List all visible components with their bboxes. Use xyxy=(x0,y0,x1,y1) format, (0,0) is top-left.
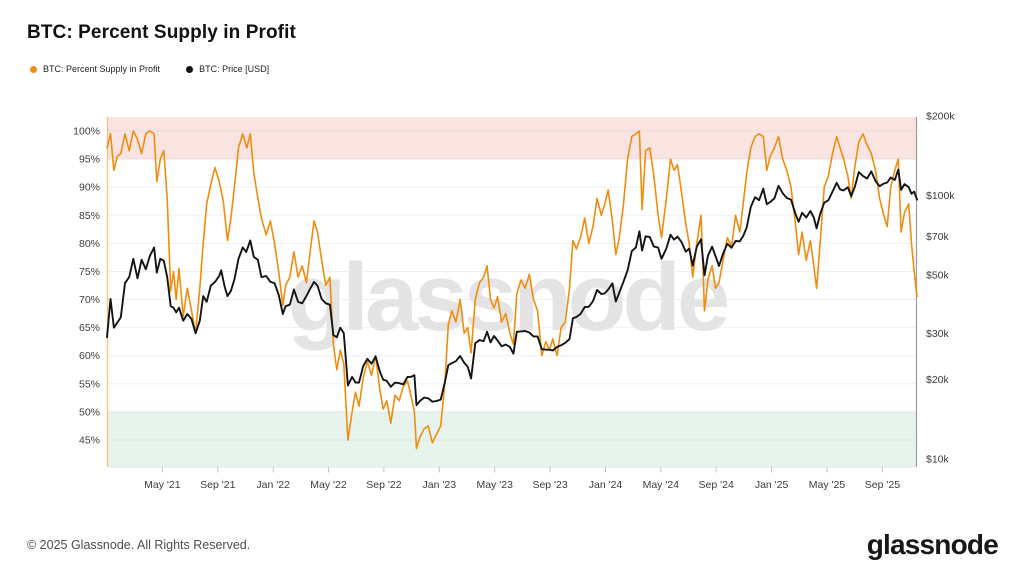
x-axis-label: Jan '23 xyxy=(423,479,457,491)
y-axis-right-label: $20k xyxy=(926,374,950,386)
legend-label-price: BTC: Price [USD] xyxy=(199,64,270,74)
x-axis-label: May '24 xyxy=(643,479,680,491)
x-axis-label: Sep '22 xyxy=(366,479,401,491)
y-axis-left-label: 80% xyxy=(79,238,100,250)
plot-area[interactable] xyxy=(107,117,917,467)
x-axis-label: Sep '25 xyxy=(865,479,900,491)
legend-dot-black-icon xyxy=(186,65,194,73)
y-axis-left-label: 50% xyxy=(79,406,100,418)
bottom-threshold-band xyxy=(107,411,917,467)
x-axis-label: Sep '23 xyxy=(532,479,567,491)
y-axis-left-label: 70% xyxy=(79,294,100,306)
legend-item-supply-in-profit[interactable]: BTC: Percent Supply in Profit xyxy=(30,64,160,74)
glassnode-logo[interactable]: glassnode xyxy=(866,529,999,560)
x-axis-label: May '22 xyxy=(310,479,347,491)
legend-label-supply-in-profit: BTC: Percent Supply in Profit xyxy=(43,64,161,74)
x-axis-label: Sep '21 xyxy=(200,479,235,491)
legend-dot-orange-icon xyxy=(30,65,37,73)
copyright-text: © 2025 Glassnode. All Rights Reserved. xyxy=(27,538,251,552)
y-axis-right-label: $50k xyxy=(926,269,950,281)
y-axis-left-label: 100% xyxy=(73,126,100,138)
x-axis-label: Jan '24 xyxy=(589,479,623,491)
y-axis-left-label: 55% xyxy=(79,378,100,390)
x-axis-label: May '21 xyxy=(144,479,181,491)
legend: BTC: Percent Supply in Profit BTC: Price… xyxy=(30,64,269,74)
y-axis-right-label: $10k xyxy=(926,454,950,466)
supply-in-profit-line xyxy=(106,130,918,450)
legend-item-price[interactable]: BTC: Price [USD] xyxy=(186,64,269,74)
y-axis-right-label: $70k xyxy=(926,231,950,243)
x-axis-label: Jan '25 xyxy=(755,479,789,491)
y-axis-left-label: 65% xyxy=(79,322,100,334)
x-axis-label: Sep '24 xyxy=(699,479,734,491)
y-axis-right-label: $30k xyxy=(926,328,950,340)
x-axis-label: Jan '22 xyxy=(256,479,290,491)
price-line xyxy=(106,168,918,407)
y-axis-left-label: 45% xyxy=(79,435,100,447)
y-axis-left-label: 95% xyxy=(79,154,100,166)
y-axis-left-label: 60% xyxy=(79,350,100,362)
y-axis-left-label: 75% xyxy=(79,266,100,278)
y-axis-left-label: 90% xyxy=(79,182,100,194)
x-axis-label: May '23 xyxy=(476,479,513,491)
page-title: BTC: Percent Supply in Profit xyxy=(27,22,296,43)
y-axis-right-label: $200k xyxy=(926,111,955,123)
x-axis-label: May '25 xyxy=(809,479,846,491)
y-axis-right-label: $100k xyxy=(926,190,955,202)
y-axis-left-label: 85% xyxy=(79,210,100,222)
